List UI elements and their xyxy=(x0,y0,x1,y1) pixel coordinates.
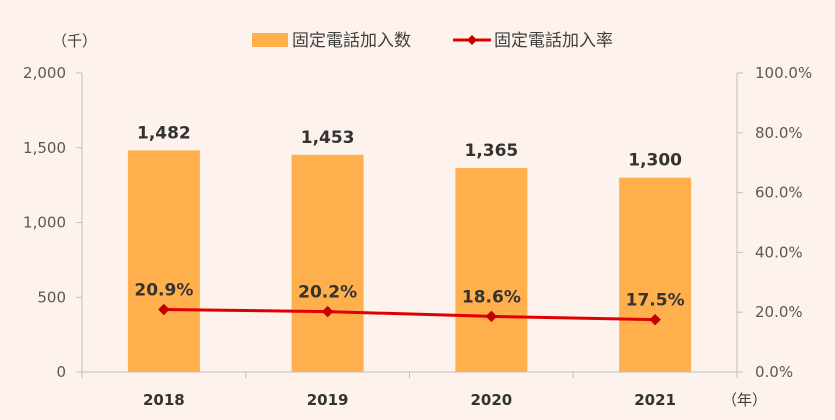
bar-value-label: 1,365 xyxy=(464,141,518,161)
y-right-tick-label: 20.0% xyxy=(755,303,803,321)
bar xyxy=(455,167,528,372)
rate-point xyxy=(158,303,170,316)
bar xyxy=(619,177,692,372)
x-category-label: 2019 xyxy=(307,391,349,409)
y-right-tick-label: 80.0% xyxy=(755,124,803,142)
legend-line-label: 固定電話加入率 xyxy=(494,31,613,51)
y-right-tick-label: 60.0% xyxy=(755,184,803,202)
x-category-label: 2021 xyxy=(634,391,676,409)
legend-bar-swatch xyxy=(252,33,288,47)
y-left-tick-label: 0 xyxy=(56,363,66,381)
y-right-tick-label: 40.0% xyxy=(755,243,803,261)
x-unit-label: （年） xyxy=(722,391,767,409)
x-category-label: 2020 xyxy=(471,391,513,409)
y-right-tick-label: 0.0% xyxy=(755,363,793,381)
y-left-unit-label: （千） xyxy=(52,32,97,50)
bar xyxy=(291,154,364,372)
rate-line xyxy=(163,308,656,322)
rate-value-label: 20.9% xyxy=(134,281,193,301)
y-left-tick-label: 1,000 xyxy=(23,214,66,232)
rate-point xyxy=(321,305,334,318)
rate-point xyxy=(649,313,661,326)
legend-line-marker xyxy=(467,35,477,45)
x-category-label: 2018 xyxy=(143,391,185,409)
rate-point xyxy=(485,310,498,323)
y-left-tick-label: 1,500 xyxy=(23,139,66,157)
rate-value-label: 20.2% xyxy=(298,283,357,303)
rate-value-label: 18.6% xyxy=(462,287,521,307)
bar-value-label: 1,453 xyxy=(301,128,355,148)
bar-value-label: 1,300 xyxy=(628,151,682,171)
y-left-tick-label: 500 xyxy=(37,288,66,306)
y-left-tick-label: 2,000 xyxy=(23,64,66,82)
bar xyxy=(127,150,200,372)
bar-value-label: 1,482 xyxy=(137,123,191,143)
y-right-tick-label: 100.0% xyxy=(755,64,812,82)
legend-bar-label: 固定電話加入数 xyxy=(292,31,411,51)
rate-value-label: 17.5% xyxy=(626,291,685,311)
